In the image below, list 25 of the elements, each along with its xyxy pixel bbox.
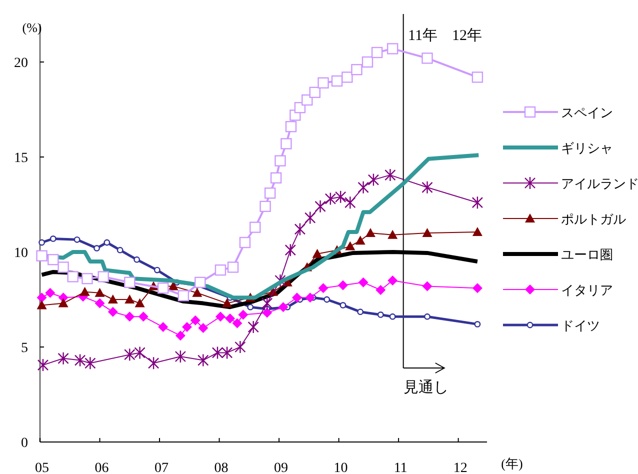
annotation: 11年 [408,27,438,44]
y-tick-label: 20 [14,56,28,71]
legend-label: ユーロ圏 [561,247,613,262]
x-axis-title: (年) [501,456,523,471]
x-tick-label: 10 [334,461,348,474]
x-tick-label: 08 [214,461,228,474]
x-tick-label: 12 [453,461,468,474]
annotation: 見通し [404,379,448,396]
legend-label: ポルトガル [561,212,626,226]
annotation: 12年 [452,27,482,44]
legend-label: ギリシャ [561,140,613,156]
x-tick-label: 09 [274,461,288,474]
y-tick-label: 10 [14,246,28,261]
y-tick-label: 15 [14,151,28,166]
y-axis-title: (%) [22,20,42,35]
x-tick-label: 11 [394,461,408,474]
legend-label: スペイン [561,105,613,120]
legend-label: イタリア [561,282,613,298]
x-tick-label: 06 [94,461,109,474]
x-tick-label: 07 [154,461,169,474]
x-tick-label: 05 [35,461,49,474]
legend-label: アイルランド [561,176,638,191]
legend-label: ドイツ [561,318,600,333]
y-tick-label: 0 [21,436,28,451]
y-tick-label: 5 [21,341,28,356]
